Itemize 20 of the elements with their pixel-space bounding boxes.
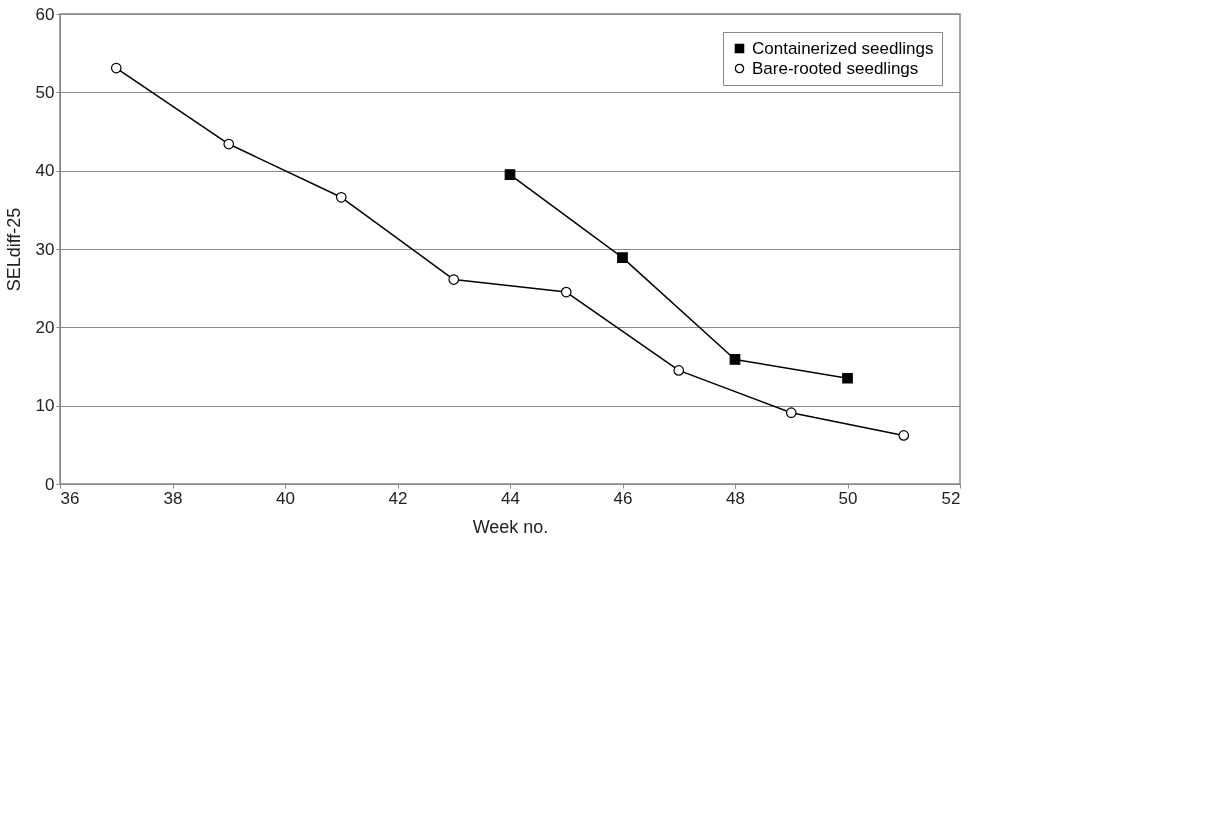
x-tick-label: 50	[838, 488, 858, 508]
x-tick-label: 44	[501, 488, 520, 508]
y-tick-label: 30	[35, 239, 55, 259]
x-tick-label: 38	[163, 488, 183, 508]
y-tick-label: 10	[35, 396, 55, 416]
x-axis-title: Week no.	[472, 516, 549, 537]
x-tick-label: 40	[276, 488, 295, 508]
y-tick-label: 60	[35, 4, 55, 24]
x-tick-label: 48	[726, 488, 745, 508]
y-tick-label: 50	[35, 82, 55, 102]
x-tick-label: 42	[388, 488, 408, 508]
y-tick-label: 0	[45, 474, 55, 494]
x-tick-label: 46	[613, 488, 633, 508]
y-tick-label: 20	[35, 317, 55, 337]
x-tick-label: 36	[60, 488, 80, 508]
y-tick-label: 40	[35, 161, 55, 181]
legend-label: Containerized seedlings	[752, 38, 934, 58]
x-tick-label: 52	[941, 488, 961, 508]
y-axis-title: SELdiff-25	[3, 207, 24, 292]
legend-label: Bare-rooted seedlings	[752, 58, 919, 78]
